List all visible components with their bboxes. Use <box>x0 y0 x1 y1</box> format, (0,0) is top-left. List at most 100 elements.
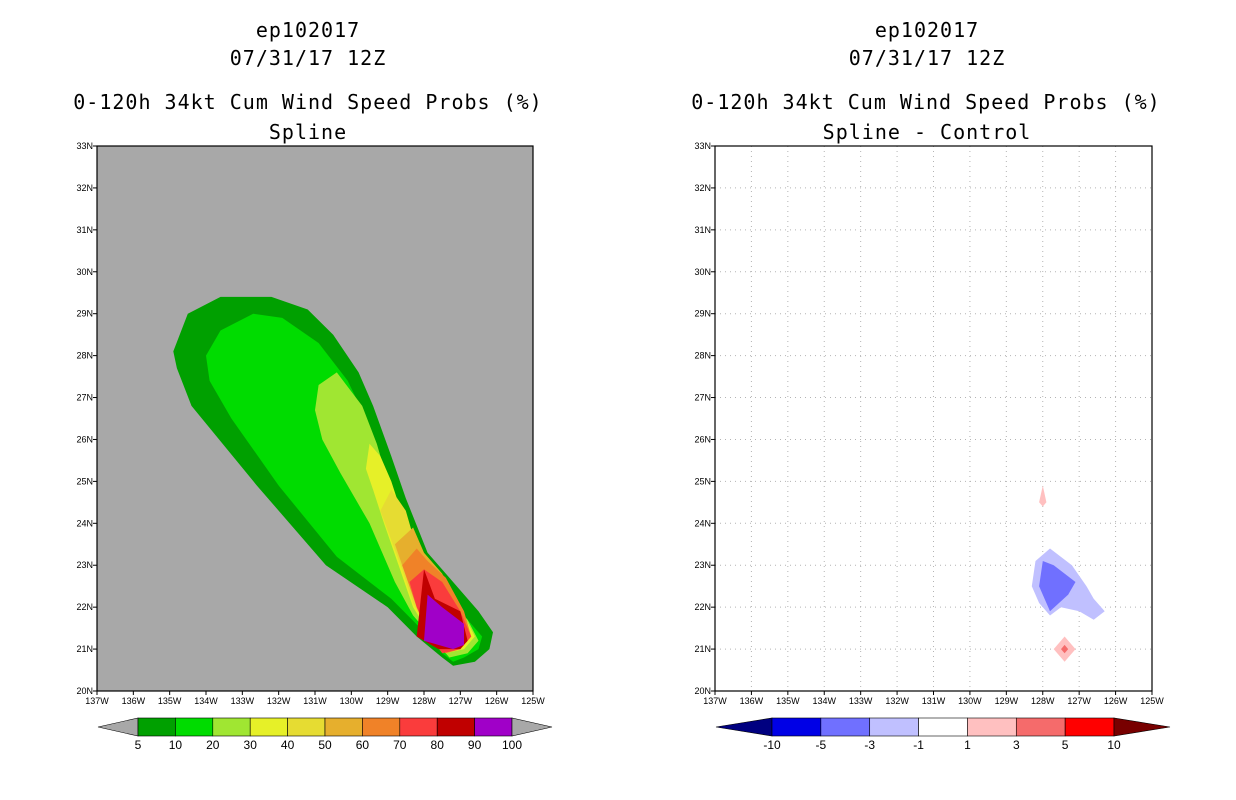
chart-panel-0: 137W 136W 135W 134W 133W 132W 131W 130W 129W 128W… <box>76 141 553 752</box>
colorbar-swatch <box>1064 717 1115 737</box>
x-tick-label: 125W <box>1140 696 1164 706</box>
contour-90-9 <box>424 594 464 650</box>
contour-3-4 <box>1061 644 1069 654</box>
colorbar-swatch <box>436 717 475 737</box>
right-chart-title: 0-120h 34kt Cum Wind Speed Probs (%) <box>691 90 1161 114</box>
colorbar-label: 90 <box>468 738 482 752</box>
colorbar-label: 30 <box>244 738 258 752</box>
x-tick-label: 129W <box>995 696 1019 706</box>
y-tick-label: 33N <box>76 141 93 151</box>
colorbar-label: -3 <box>864 738 875 752</box>
colorbar-label: 100 <box>502 738 522 752</box>
x-tick-label: 125W <box>521 696 545 706</box>
y-tick-label: 25N <box>76 476 93 486</box>
x-tick-label: 136W <box>740 696 764 706</box>
y-tick-label: 29N <box>76 309 93 319</box>
y-tick-label: 21N <box>76 644 93 654</box>
x-tick-label: 135W <box>776 696 800 706</box>
contour-1-0 <box>1039 485 1047 507</box>
x-tick-label: 130W <box>340 696 364 706</box>
y-tick-label: 21N <box>694 644 711 654</box>
y-tick-label: 33N <box>694 141 711 151</box>
x-tick-label: 127W <box>1067 696 1091 706</box>
colorbar-label: 50 <box>318 738 332 752</box>
x-tick-label: 129W <box>376 696 400 706</box>
y-tick-label: 25N <box>694 476 711 486</box>
y-tick-label: 26N <box>76 434 93 444</box>
left-chart-title: 0-120h 34kt Cum Wind Speed Probs (%) <box>73 90 543 114</box>
colorbar-label: 10 <box>1107 738 1121 752</box>
colorbar-label: 10 <box>169 738 183 752</box>
y-tick-label: 28N <box>76 351 93 361</box>
colorbar-under-triangle <box>97 717 139 737</box>
right-chart-subtitle: Spline - Control <box>822 120 1032 144</box>
y-tick-label: 22N <box>694 602 711 612</box>
colorbar-label: -10 <box>763 738 781 752</box>
y-tick-label: 27N <box>76 393 93 403</box>
x-tick-label: 132W <box>267 696 291 706</box>
colorbar-swatch <box>399 717 438 737</box>
y-tick-label: 23N <box>694 560 711 570</box>
y-tick-label: 27N <box>694 393 711 403</box>
y-tick-label: 28N <box>694 351 711 361</box>
y-tick-label: 23N <box>76 560 93 570</box>
y-tick-label: 26N <box>694 434 711 444</box>
x-tick-label: 132W <box>885 696 909 706</box>
colorbar-swatch <box>362 717 401 737</box>
x-tick-label: 128W <box>412 696 436 706</box>
colorbar-swatch <box>918 717 968 737</box>
colorbar-label: 70 <box>393 738 407 752</box>
colorbar-label: 5 <box>135 738 142 752</box>
colorbar-swatch <box>137 717 176 737</box>
colorbar-over-triangle <box>511 717 553 737</box>
colorbar-swatch <box>287 717 326 737</box>
colorbar-label: 5 <box>1062 738 1069 752</box>
colorbar-label: 40 <box>281 738 295 752</box>
colorbar-label: 1 <box>964 738 971 752</box>
colorbar-swatch <box>1015 717 1066 737</box>
x-tick-label: 133W <box>849 696 873 706</box>
x-tick-label: 126W <box>1104 696 1128 706</box>
x-tick-label: 135W <box>158 696 182 706</box>
x-tick-label: 137W <box>85 696 109 706</box>
y-tick-label: 24N <box>76 518 93 528</box>
left-datetime: 07/31/17 12Z <box>229 46 387 70</box>
contour--5-2 <box>1039 561 1076 612</box>
y-tick-label: 20N <box>76 686 93 696</box>
colorbar-label: 3 <box>1013 738 1020 752</box>
colorbar-swatch <box>820 717 871 737</box>
colorbar-under-triangle <box>715 717 773 737</box>
x-tick-label: 126W <box>485 696 509 706</box>
colorbar-swatch <box>869 717 919 737</box>
x-tick-label: 133W <box>231 696 255 706</box>
x-tick-label: 130W <box>958 696 982 706</box>
x-tick-label: 134W <box>812 696 836 706</box>
colorbar-label: 60 <box>356 738 370 752</box>
x-tick-label: 131W <box>303 696 327 706</box>
x-tick-label: 127W <box>449 696 473 706</box>
colorbar-swatch <box>212 717 251 737</box>
y-tick-label: 30N <box>76 267 93 277</box>
left-storm-id: ep102017 <box>255 18 361 42</box>
x-tick-label: 137W <box>703 696 727 706</box>
x-tick-label: 128W <box>1031 696 1055 706</box>
colorbar-swatch <box>249 717 288 737</box>
y-tick-label: 31N <box>694 225 711 235</box>
x-tick-label: 134W <box>194 696 218 706</box>
chart-panel-1: 137W 136W 135W 134W 133W 132W 131W 130W 129W 128W… <box>694 141 1171 752</box>
y-tick-label: 29N <box>694 309 711 319</box>
colorbar-label: 80 <box>431 738 445 752</box>
colorbar-over-triangle <box>1113 717 1171 737</box>
right-storm-id: ep102017 <box>874 18 980 42</box>
colorbar-swatch <box>771 717 822 737</box>
colorbar-swatch <box>324 717 363 737</box>
colorbar-label: -5 <box>816 738 827 752</box>
colorbar-swatch <box>967 717 1017 737</box>
y-tick-label: 24N <box>694 518 711 528</box>
y-tick-label: 20N <box>694 686 711 696</box>
left-chart-subtitle: Spline <box>268 120 348 144</box>
y-tick-label: 32N <box>694 183 711 193</box>
colorbar-swatch <box>474 717 513 737</box>
colorbar-label: 20 <box>206 738 220 752</box>
